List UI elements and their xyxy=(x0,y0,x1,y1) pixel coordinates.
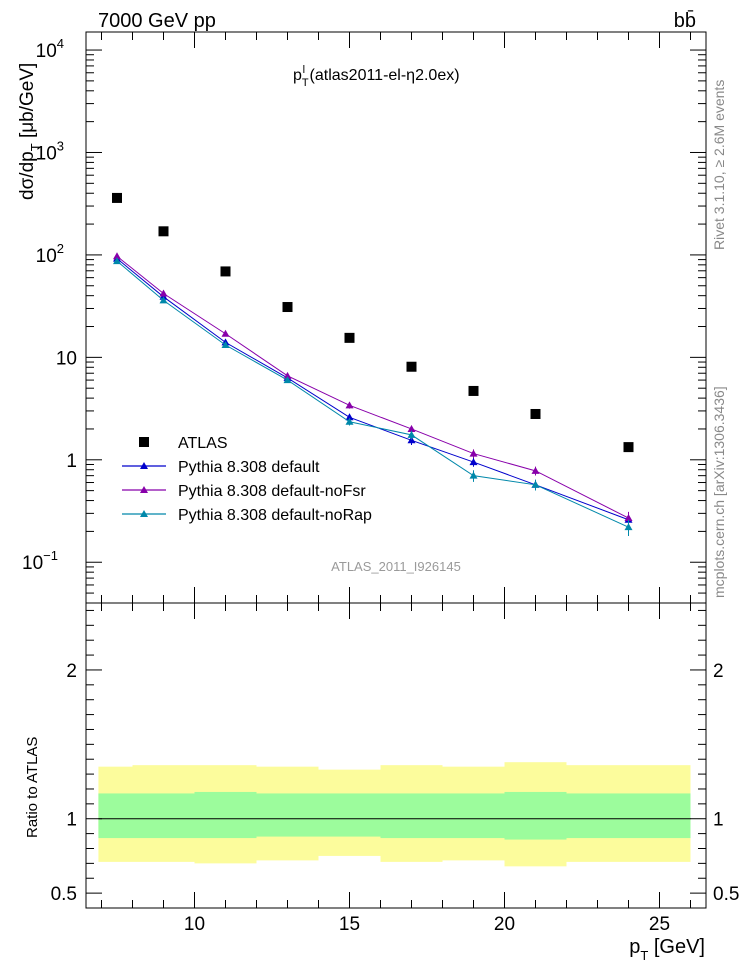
atlas-data-point xyxy=(623,442,634,453)
series-line xyxy=(116,255,629,519)
stat-uncertainty-band xyxy=(318,793,381,837)
data-point xyxy=(469,471,478,479)
process-label: bb̄ xyxy=(674,9,696,32)
data-point xyxy=(159,289,168,297)
ratio-y-axis: 0.5 0.5 1 1 2 2 xyxy=(51,609,739,905)
legend-label: Pythia 8.308 default-noFsr xyxy=(178,483,366,500)
data-point xyxy=(113,257,121,265)
stat-uncertainty-band xyxy=(256,793,319,837)
mcplots-label: mcplots.cern.ch [arXiv:1306.3436] xyxy=(711,386,727,598)
legend-label: ATLAS xyxy=(178,435,228,452)
series-layer xyxy=(112,192,634,536)
analysis-watermark: ATLAS_2011_I926145 xyxy=(331,559,461,574)
x-tick-label: 15 xyxy=(339,914,360,935)
ratio-bands xyxy=(98,762,691,867)
rivet-label: Rivet 3.1.10, ≥ 2.6M events xyxy=(711,80,727,250)
x-axis-label: pT [GeV] xyxy=(629,936,705,963)
main-y-tick-label: 1 xyxy=(66,451,77,472)
ratio-y-tick-label: 1 xyxy=(66,810,77,831)
ratio-y-tick-label: 0.5 xyxy=(51,884,77,905)
stat-uncertainty-band xyxy=(442,793,505,839)
series-line xyxy=(116,258,629,521)
stat-uncertainty-band xyxy=(194,791,257,839)
data-point xyxy=(221,341,230,349)
data-point xyxy=(345,417,354,425)
ratio-plot-frame xyxy=(85,602,707,909)
data-point xyxy=(283,376,292,384)
main-y-tick-label: 10 xyxy=(56,348,77,369)
collision-label: 7000 GeV pp xyxy=(98,10,216,32)
atlas-data-point xyxy=(468,385,479,396)
data-point xyxy=(469,458,478,466)
stat-uncertainty-band xyxy=(132,793,195,839)
data-point xyxy=(624,514,633,522)
data-point xyxy=(345,413,354,421)
atlas-data-point xyxy=(112,192,122,203)
legend-label: Pythia 8.308 default-noRap xyxy=(178,507,372,524)
main-y-tick-label: 104 xyxy=(36,36,64,62)
atlas-data-point xyxy=(158,226,169,237)
data-point xyxy=(283,371,292,379)
data-point xyxy=(407,436,416,444)
main-y-tick-label: 10−1 xyxy=(22,548,58,574)
data-point xyxy=(531,466,540,474)
ratio-y-axis-label: Ratio to ATLAS xyxy=(24,737,41,838)
main-y-tick-label: 102 xyxy=(36,241,64,267)
atlas-data-point xyxy=(344,332,355,343)
data-point xyxy=(531,480,540,488)
data-point xyxy=(113,252,121,260)
ratio-y-tick-label: 2 xyxy=(66,661,77,682)
ratio-y-tick-label-right: 2 xyxy=(713,661,724,682)
atlas-data-point xyxy=(530,408,541,419)
main-y-axis: 10−1 1 10 102 103 104 xyxy=(22,36,706,604)
x-tick-label: 10 xyxy=(184,914,205,935)
data-point xyxy=(345,401,354,409)
x-tick-label: 25 xyxy=(649,914,670,935)
main-y-axis-label: dσ/dpT [μb/GeV] xyxy=(17,63,43,200)
legend: ATLAS Pythia 8.308 default Pythia 8.308 de… xyxy=(122,435,372,524)
stat-uncertainty-band xyxy=(504,791,567,840)
atlas-data-point xyxy=(282,302,293,313)
data-point xyxy=(221,329,230,337)
main-x-axis xyxy=(101,32,691,603)
stat-uncertainty-band xyxy=(566,793,691,839)
data-point xyxy=(159,296,168,304)
data-point xyxy=(407,424,416,432)
legend-marker xyxy=(140,462,148,469)
legend-marker xyxy=(140,486,148,493)
atlas-data-point xyxy=(406,361,417,372)
stat-uncertainty-band xyxy=(380,793,443,839)
ratio-x-axis: 10 15 20 25 xyxy=(101,603,691,935)
atlas-data-point xyxy=(220,266,231,277)
main-y-tick-label: 103 xyxy=(36,138,64,164)
ratio-y-tick-label-right: 0.5 xyxy=(713,884,739,905)
data-point xyxy=(469,449,478,457)
stat-uncertainty-band xyxy=(98,793,133,839)
x-tick-label: 20 xyxy=(494,914,515,935)
legend-marker xyxy=(140,510,148,517)
legend-marker xyxy=(139,437,149,447)
legend-label: Pythia 8.308 default xyxy=(178,459,320,476)
data-point xyxy=(407,430,416,438)
data-point xyxy=(624,523,633,531)
plot-title: pTl (atlas2011-el-η2.0ex) xyxy=(293,64,460,89)
ratio-y-tick-label-right: 1 xyxy=(713,810,724,831)
